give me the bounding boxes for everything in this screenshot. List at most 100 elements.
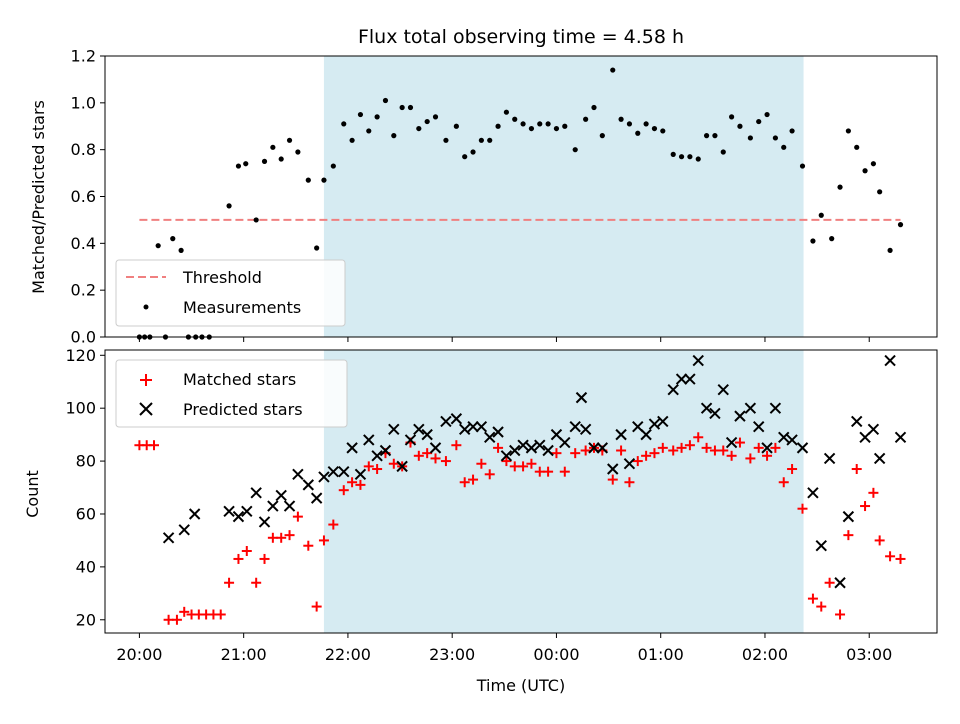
measurement-point [261, 158, 268, 164]
predicted-star-point [492, 426, 504, 438]
measurement-point [678, 154, 685, 160]
measurement-point [512, 116, 518, 122]
matched-star-point [372, 464, 383, 475]
bottom-y-axis: 20 40 60 80 100 120 [65, 346, 105, 629]
top-y-tick-label: 0.4 [71, 234, 96, 253]
bottom-x-tick-label: 02:00 [742, 645, 788, 664]
matched-star-point [355, 479, 366, 490]
matched-star-point [607, 474, 618, 485]
measurement-point [366, 128, 372, 134]
matched-star-point [388, 458, 399, 469]
bottom-x-tick-label: 03:00 [846, 645, 892, 664]
matched-star-point [885, 551, 896, 562]
matched-star-point [824, 577, 835, 588]
predicted-star-point [258, 516, 271, 528]
bottom-x-tick-label: 00:00 [533, 645, 579, 664]
matched-star-point [843, 530, 854, 541]
predicted-star-point [162, 532, 175, 544]
matched-star-point [318, 535, 329, 546]
predicted-star-point [318, 471, 330, 483]
measurement-point [737, 123, 743, 129]
predicted-star-point [786, 434, 798, 446]
measurement-point [495, 123, 501, 129]
matched-star-point [459, 477, 470, 488]
measurement-point [374, 114, 380, 120]
measurement-point [443, 137, 449, 143]
matched-star-point [259, 553, 270, 564]
matched-star-point [684, 440, 695, 451]
predicted-star-point [588, 442, 600, 454]
matched-star-point [451, 440, 462, 451]
matched-star-point [676, 442, 687, 453]
measurement-point [670, 151, 676, 157]
measurement-point [818, 212, 824, 218]
predicted-star-point [734, 410, 746, 422]
measurement-point [747, 135, 753, 141]
matched-star-point [430, 453, 441, 464]
bottom-y-tick-label: 60 [76, 504, 96, 523]
predicted-star-point [310, 492, 323, 504]
bottom-y-tick-label: 20 [76, 610, 96, 629]
measurement-point [278, 156, 284, 162]
measurement-point [610, 67, 616, 73]
predicted-star-point [851, 415, 863, 428]
matched-star-point [816, 601, 827, 612]
bottom-x-tick-label: 22:00 [325, 645, 371, 664]
measurement-point [877, 189, 883, 195]
bottom-panel: 20 40 60 80 100 120 20:00 21:00 22:00 23:00 00:00… [23, 346, 938, 695]
predicted-star-point [823, 452, 836, 465]
bottom-x-tick-label: 21:00 [221, 645, 267, 664]
measurement-point [897, 222, 904, 228]
measurements-points [136, 67, 904, 340]
predicted-star-point [534, 439, 546, 451]
matched-star-point [526, 458, 537, 469]
measurement-point [626, 121, 633, 127]
measurement-point [553, 125, 560, 132]
matched-star-point [501, 456, 512, 467]
predicted-star-point [692, 354, 704, 367]
predicted-star-point [753, 420, 765, 433]
matched-star-point [762, 450, 773, 461]
matched-star-point [835, 609, 846, 620]
top-y-tick-label: 0.8 [71, 140, 96, 159]
measurement-point [286, 137, 293, 143]
predicted-star-point [744, 402, 757, 414]
top-legend: Threshold Measurements [115, 259, 346, 327]
bottom-legend: Matched stars Predicted stars [115, 359, 348, 428]
matched-legend-marker [140, 374, 152, 386]
predicted-star-point [769, 402, 782, 414]
predicted-star-point [458, 423, 471, 436]
bottom-x-tick-label: 01:00 [638, 645, 684, 664]
measurement-point [357, 111, 364, 118]
top-y-axis: 0.0 0.2 0.4 0.6 0.8 1.0 1.2 [71, 47, 105, 347]
predicted-star-point [648, 418, 661, 430]
top-y-axis-label: Matched/Predicted stars [29, 100, 48, 294]
predicted-star-point [363, 434, 375, 446]
top-x-ticks [138, 337, 870, 342]
matched-star-point [518, 461, 529, 472]
predicted-star-point [615, 428, 627, 441]
matched-star-point [559, 466, 570, 477]
matched-star-point [440, 456, 451, 467]
predicted-star-point [640, 428, 652, 441]
top-chart-title: Flux total observing time = 4.58 h [358, 26, 684, 48]
matched-star-point [251, 577, 262, 588]
top-observing-window-shade [323, 56, 804, 337]
matched-star-point [493, 442, 504, 453]
measurement-point [321, 177, 327, 183]
matched-star-point [770, 442, 781, 453]
matched-star-point [276, 532, 287, 543]
matched-star-point [570, 448, 581, 459]
predicted-star-point [338, 465, 350, 478]
measurement-point [829, 236, 835, 242]
bottom-y-tick-label: 100 [65, 399, 96, 418]
matched-star-point [303, 540, 314, 551]
predicted-star-point [413, 423, 425, 436]
measurement-point [470, 149, 476, 155]
predicted-star-point [842, 510, 855, 523]
measurement-point [341, 121, 347, 127]
predicted-star-point [569, 420, 581, 433]
predicted-star-point [354, 468, 367, 481]
matched-star-point [668, 445, 679, 456]
measurement-point [764, 111, 770, 118]
